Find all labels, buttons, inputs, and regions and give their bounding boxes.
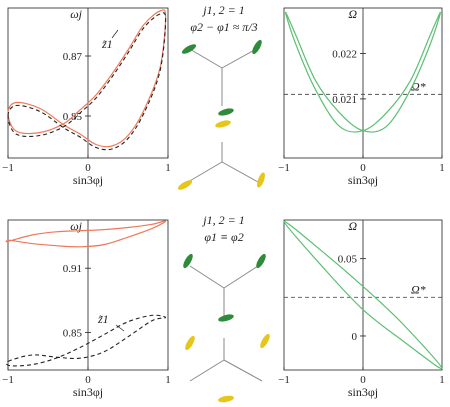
y-tick-label: 0.05 bbox=[338, 254, 358, 266]
x-tick-label: −1 bbox=[278, 162, 290, 174]
rotor-blades-top bbox=[177, 39, 265, 190]
y-tick-label: 0.85 bbox=[63, 328, 83, 340]
coupling-label-top: j1, 2 = 1 bbox=[201, 3, 244, 17]
x-tick-label: 1 bbox=[165, 374, 171, 386]
annotation-pointer bbox=[115, 324, 125, 332]
x-tick-label: 1 bbox=[165, 162, 171, 174]
series-annotation: z̃1 bbox=[101, 37, 113, 51]
rotor-diagram-top bbox=[187, 47, 259, 183]
y-tick-label: 0.022 bbox=[332, 48, 357, 60]
series-solid-green bbox=[283, 220, 443, 370]
x-tick-label: 0 bbox=[360, 162, 366, 174]
y-tick-label: 0.021 bbox=[332, 94, 357, 106]
y-tick-label: 0.91 bbox=[63, 263, 82, 275]
y-tick-label: 0 bbox=[352, 331, 358, 343]
rotor-blades-bottom bbox=[183, 253, 270, 403]
reference-label: Ω* bbox=[411, 79, 426, 93]
x-tick-label: −1 bbox=[2, 374, 14, 386]
x-tick-label: 0 bbox=[360, 374, 366, 386]
series-solid-green bbox=[284, 11, 442, 133]
x-tick-label: −1 bbox=[278, 374, 290, 386]
series-dashed-black bbox=[5, 314, 167, 367]
y-axis-label: ωj bbox=[70, 7, 82, 21]
coupling-label-bottom: j1, 2 = 1 bbox=[201, 213, 244, 227]
x-tick-label: 1 bbox=[439, 374, 445, 386]
y-axis-label: Ω bbox=[348, 7, 357, 21]
x-axis-label: sin3φj bbox=[73, 385, 103, 399]
x-tick-label: 0 bbox=[85, 162, 91, 174]
series-solid-orange bbox=[7, 9, 167, 148]
annotation-pointer bbox=[111, 29, 119, 39]
series-solid-orange bbox=[5, 220, 167, 248]
x-tick-label: 1 bbox=[439, 162, 445, 174]
x-tick-label: −1 bbox=[2, 162, 14, 174]
y-axis-label: Ω bbox=[348, 219, 357, 233]
series-dashed-black bbox=[7, 12, 167, 151]
rotor-diagram-bottom bbox=[189, 265, 263, 382]
series-annotation: z̃1 bbox=[97, 312, 109, 326]
y-tick-label: 0.87 bbox=[63, 51, 83, 63]
x-axis-label: sin3φj bbox=[348, 385, 378, 399]
phase-label-bottom: φ1 ≡ φ2 bbox=[204, 230, 243, 244]
reference-label: Ω* bbox=[411, 282, 426, 296]
x-axis-label: sin3φj bbox=[73, 173, 103, 187]
phase-label-top: φ2 − φ1 ≈ π/3 bbox=[190, 20, 257, 34]
x-tick-label: 0 bbox=[85, 374, 91, 386]
y-axis-label: ωj bbox=[70, 219, 82, 233]
chart-top-right: −1 0 1 sin3φj 0.021 0.022 Ω Ω* bbox=[278, 7, 445, 187]
x-axis-label: sin3φj bbox=[348, 173, 378, 187]
chart-bottom-left: −1 0 1 sin3φj 0.85 0.91 ωj z̃1 bbox=[2, 219, 171, 399]
